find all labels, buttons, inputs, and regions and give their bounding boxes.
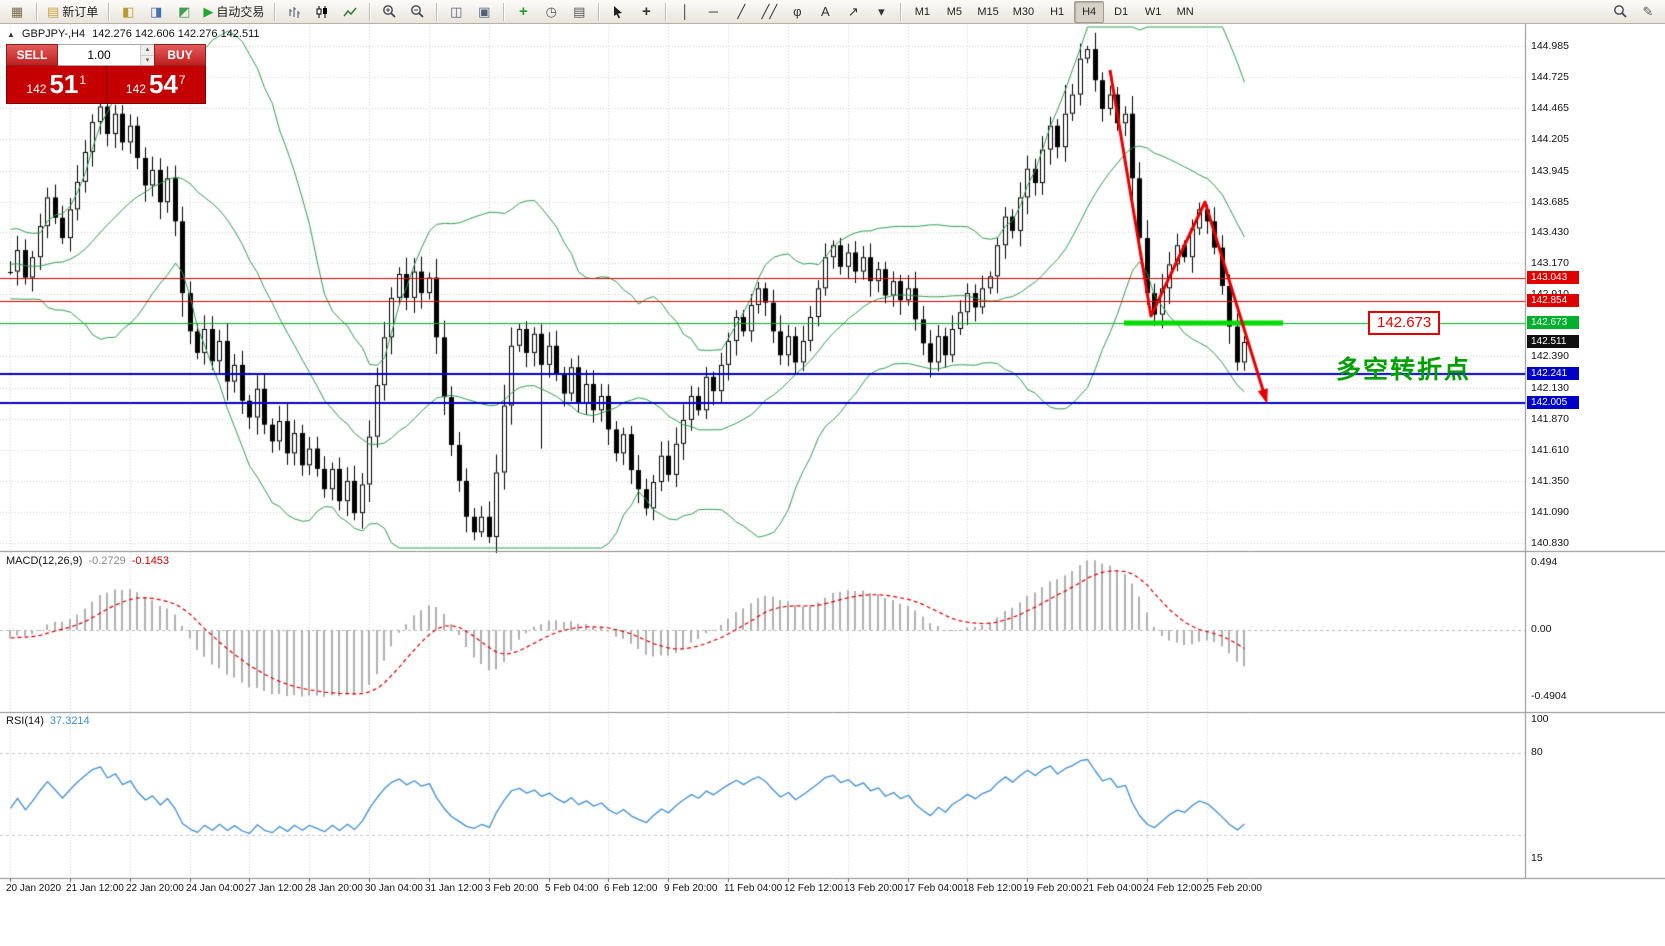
toolbar-separator — [274, 2, 276, 21]
macd-axis-label: 0.00 — [1531, 623, 1552, 635]
sell-price-sup: 1 — [79, 72, 87, 87]
buy-button[interactable]: BUY — [154, 44, 206, 66]
zoom-in-icon[interactable] — [376, 1, 402, 23]
buy-price-small: 142 — [125, 81, 146, 96]
macd-name: MACD(12,26,9) — [6, 555, 83, 567]
timeframe-H1-button[interactable]: H1 — [1050, 5, 1065, 18]
timeframe-M5-button[interactable]: M5 — [946, 5, 962, 18]
vline-icon[interactable]: │ — [681, 3, 690, 19]
toolbar-separator — [108, 2, 110, 21]
rsi-name: RSI(14) — [6, 715, 44, 727]
symbol-info: ▲ GBPJPY-,H4 142.276 142.606 142.276 142… — [7, 28, 260, 40]
sell-price-big: 51 — [49, 69, 79, 99]
chart-candles-icon[interactable] — [309, 1, 335, 23]
subwindow-expand-icon[interactable]: ▲ — [7, 29, 15, 39]
price-tag-annotation[interactable]: 142.673 — [1368, 311, 1441, 335]
annotation-note[interactable]: 多空转折点 — [1336, 356, 1472, 384]
shapes-icon[interactable]: ▾ — [878, 3, 885, 19]
trendline-icon[interactable]: ╱ — [737, 3, 746, 19]
crosshair-icon[interactable]: + — [641, 2, 651, 20]
buy-price-display[interactable]: 142 54 7 — [105, 66, 206, 103]
hline-icon[interactable]: ─ — [708, 3, 718, 19]
cascade-windows-icon[interactable]: ▣ — [478, 3, 491, 19]
toolbar-separator — [369, 2, 371, 21]
buy-price-big: 54 — [148, 69, 178, 99]
macd-axis-label: -0.4904 — [1531, 690, 1567, 702]
timeframe-MN-button[interactable]: MN — [1176, 5, 1194, 18]
chart-bars-icon[interactable] — [281, 1, 307, 23]
toolbar-separator — [900, 2, 902, 21]
text-tool-icon[interactable]: A — [820, 3, 830, 19]
chart-window-icon[interactable]: ▦ — [10, 3, 24, 19]
symbol-name: GBPJPY-,H4 — [21, 28, 86, 40]
macd-label: MACD(12,26,9) -0.2729 -0.1453 — [6, 555, 169, 567]
timeframe-H4-button[interactable]: H4 — [1074, 0, 1105, 23]
zoom-out-icon[interactable] — [404, 1, 430, 23]
rsi-axis-label: 80 — [1531, 746, 1543, 758]
buy-price-sup: 7 — [178, 72, 186, 87]
tile-windows-icon[interactable]: ◫ — [450, 3, 463, 19]
indicators-icon[interactable]: + — [518, 2, 528, 20]
toolbar-separator — [436, 2, 438, 21]
rsi-label: RSI(14) 37.3214 — [6, 715, 90, 727]
timeframe-D1-button[interactable]: D1 — [1114, 5, 1129, 18]
toolbar-separator — [503, 2, 505, 21]
edit-icon[interactable]: ✎ — [1642, 3, 1654, 19]
timeframe-W1-button[interactable]: W1 — [1144, 5, 1162, 18]
toolbar-right-group: ✎ — [1607, 1, 1661, 23]
periods-icon[interactable]: ◷ — [545, 3, 557, 19]
search-icon[interactable] — [1607, 1, 1633, 23]
toolbar: ▦ ▤ 新订单 ◧ ◨ ◩ ▶ 自动交易 ◫ ▣ + ◷ ▤ + │ ─ ╱ ╱╱ φ A ↗ ▾ M1 M5 M15 M30 H1… — [0, 0, 1665, 24]
toolbar-separator — [598, 2, 600, 21]
volume-input[interactable] — [58, 45, 140, 65]
market-watch-icon[interactable]: ◧ — [122, 3, 135, 19]
autotrading-label: 自动交易 — [216, 5, 265, 19]
sell-price-small: 142 — [26, 81, 47, 96]
chart-line-icon[interactable] — [337, 1, 363, 23]
data-window-icon[interactable]: ◨ — [150, 3, 163, 19]
volume-spinner: ▴ ▾ — [140, 45, 154, 65]
toolbar-separator — [36, 2, 37, 21]
fibonacci-icon[interactable]: φ — [793, 3, 802, 19]
volume-up-button[interactable]: ▴ — [141, 45, 154, 56]
timeframe-M1-button[interactable]: M1 — [914, 5, 930, 18]
macd-axis-label: 0.494 — [1531, 556, 1558, 568]
sell-price-display[interactable]: 142 51 1 — [7, 66, 106, 103]
new-order-label: 新订单 — [62, 5, 99, 19]
navigator-icon[interactable]: ◩ — [178, 3, 191, 19]
macd-main-value: -0.2729 — [88, 555, 126, 567]
cursor-icon[interactable] — [605, 1, 631, 23]
symbol-ohlc: 142.276 142.606 142.276 142.511 — [92, 28, 260, 40]
rsi-axis-label: 100 — [1531, 713, 1549, 725]
timeframe-M15-button[interactable]: M15 — [977, 5, 999, 18]
arrows-tool-icon[interactable]: ↗ — [847, 3, 859, 19]
channel-icon[interactable]: ╱╱ — [761, 3, 778, 19]
volume-field: ▴ ▾ — [58, 44, 154, 66]
toolbar-separator — [665, 2, 667, 21]
autotrading-button[interactable]: ▶ 自动交易 — [203, 3, 265, 20]
sell-button[interactable]: SELL — [6, 44, 58, 66]
rsi-value: 37.3214 — [49, 715, 90, 727]
timeframe-M30-button[interactable]: M30 — [1012, 5, 1035, 18]
templates-icon[interactable]: ▤ — [573, 3, 586, 19]
new-order-button[interactable]: ▤ 新订单 — [47, 3, 99, 20]
macd-signal-value: -0.1453 — [131, 555, 170, 567]
rsi-axis-label: 15 — [1531, 852, 1543, 864]
volume-down-button[interactable]: ▾ — [141, 55, 154, 65]
